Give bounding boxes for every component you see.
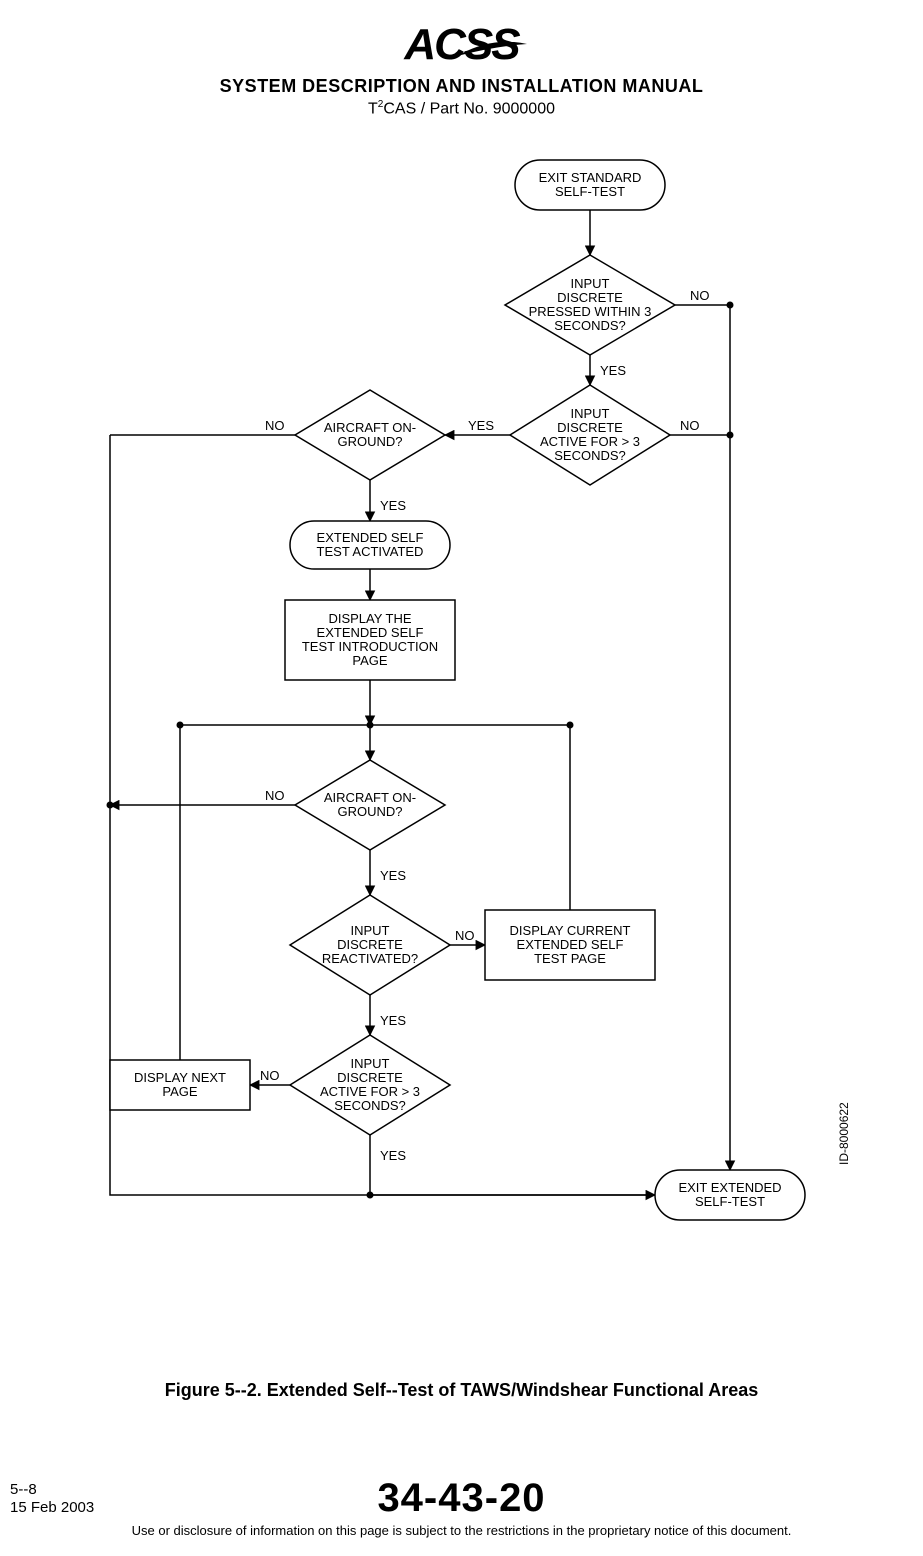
svg-text:GROUND?: GROUND? bbox=[337, 804, 402, 819]
disclaimer: Use or disclosure of information on this… bbox=[0, 1523, 923, 1538]
svg-text:AIRCRAFT ON-: AIRCRAFT ON- bbox=[324, 790, 416, 805]
svg-text:NO: NO bbox=[690, 288, 710, 303]
svg-text:EXIT STANDARD: EXIT STANDARD bbox=[539, 170, 642, 185]
svg-text:NO: NO bbox=[455, 928, 475, 943]
svg-text:NO: NO bbox=[260, 1068, 280, 1083]
part-number-line: T2CAS / Part No. 9000000 bbox=[0, 99, 923, 118]
svg-text:NO: NO bbox=[265, 418, 285, 433]
svg-text:SELF-TEST: SELF-TEST bbox=[555, 184, 625, 199]
svg-text:YES: YES bbox=[600, 363, 626, 378]
svg-text:NO: NO bbox=[265, 788, 285, 803]
svg-text:PAGE: PAGE bbox=[352, 653, 387, 668]
svg-text:PRESSED WITHIN 3: PRESSED WITHIN 3 bbox=[529, 304, 652, 319]
acss-logo: ACSS bbox=[404, 20, 518, 70]
svg-text:AIRCRAFT ON-: AIRCRAFT ON- bbox=[324, 420, 416, 435]
svg-text:YES: YES bbox=[380, 1013, 406, 1028]
svg-text:DISCRETE: DISCRETE bbox=[557, 290, 623, 305]
page-number: 5--8 bbox=[10, 1481, 37, 1498]
svg-text:INPUT: INPUT bbox=[571, 406, 610, 421]
svg-text:YES: YES bbox=[380, 868, 406, 883]
part-rest: CAS / Part No. 9000000 bbox=[383, 100, 555, 117]
svg-text:TEST PAGE: TEST PAGE bbox=[534, 951, 606, 966]
svg-text:YES: YES bbox=[380, 1148, 406, 1163]
svg-text:SECONDS?: SECONDS? bbox=[554, 448, 626, 463]
svg-text:ACTIVE FOR > 3: ACTIVE FOR > 3 bbox=[540, 434, 640, 449]
svg-text:DISPLAY NEXT: DISPLAY NEXT bbox=[134, 1070, 226, 1085]
flowchart: NO YES NO YES NO YES NO YES NO YES NO YES EXIT STAN… bbox=[90, 155, 860, 1295]
figure-caption: Figure 5--2. Extended Self--Test of TAWS… bbox=[0, 1380, 923, 1401]
svg-text:REACTIVATED?: REACTIVATED? bbox=[322, 951, 418, 966]
svg-text:TEST ACTIVATED: TEST ACTIVATED bbox=[317, 544, 424, 559]
svg-text:DISCRETE: DISCRETE bbox=[337, 937, 403, 952]
svg-text:DISCRETE: DISCRETE bbox=[557, 420, 623, 435]
svg-text:INPUT: INPUT bbox=[571, 276, 610, 291]
svg-text:DISPLAY THE: DISPLAY THE bbox=[328, 611, 411, 626]
svg-text:PAGE: PAGE bbox=[162, 1084, 197, 1099]
svg-text:GROUND?: GROUND? bbox=[337, 434, 402, 449]
svg-text:EXIT EXTENDED: EXIT EXTENDED bbox=[678, 1180, 781, 1195]
part-prefix: T bbox=[368, 100, 378, 117]
svg-text:YES: YES bbox=[468, 418, 494, 433]
svg-text:NO: NO bbox=[680, 418, 700, 433]
manual-title: SYSTEM DESCRIPTION AND INSTALLATION MANU… bbox=[0, 76, 923, 97]
doc-code: 34-43-20 bbox=[0, 1476, 923, 1521]
drawing-id: ID-8000622 bbox=[837, 1102, 851, 1165]
svg-text:TEST INTRODUCTION: TEST INTRODUCTION bbox=[302, 639, 438, 654]
header: ACSS SYSTEM DESCRIPTION AND INSTALLATION… bbox=[0, 0, 923, 118]
page-date: 15 Feb 2003 bbox=[10, 1499, 94, 1516]
svg-text:INPUT: INPUT bbox=[351, 923, 390, 938]
svg-text:DISPLAY CURRENT: DISPLAY CURRENT bbox=[510, 923, 631, 938]
svg-text:SECONDS?: SECONDS? bbox=[554, 318, 626, 333]
footer: 5--8 15 Feb 2003 34-43-20 Use or disclos… bbox=[0, 1476, 923, 1538]
logo-swoosh-icon bbox=[457, 42, 527, 60]
svg-text:INPUT: INPUT bbox=[351, 1056, 390, 1071]
flowchart-svg: NO YES NO YES NO YES NO YES NO YES NO YES EXIT STAN… bbox=[90, 155, 860, 1295]
svg-text:SELF-TEST: SELF-TEST bbox=[695, 1194, 765, 1209]
svg-text:DISCRETE: DISCRETE bbox=[337, 1070, 403, 1085]
page-root: ACSS SYSTEM DESCRIPTION AND INSTALLATION… bbox=[0, 0, 923, 1556]
svg-text:EXTENDED SELF: EXTENDED SELF bbox=[317, 625, 424, 640]
svg-text:YES: YES bbox=[380, 498, 406, 513]
svg-text:EXTENDED SELF: EXTENDED SELF bbox=[317, 530, 424, 545]
svg-text:ACTIVE FOR > 3: ACTIVE FOR > 3 bbox=[320, 1084, 420, 1099]
svg-text:EXTENDED SELF: EXTENDED SELF bbox=[517, 937, 624, 952]
svg-text:SECONDS?: SECONDS? bbox=[334, 1098, 406, 1113]
